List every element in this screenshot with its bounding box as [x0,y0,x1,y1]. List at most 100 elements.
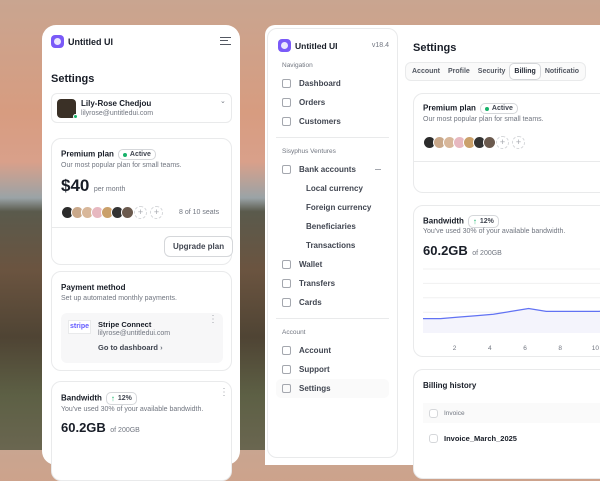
payment-desc: Set up automated monthly payments. [61,295,177,302]
sidebar-subitem-foreign-currency[interactable]: Foreign currency [306,203,372,212]
desktop-window: Untitled UI v18.4 Navigation Dashboard Ord… [265,25,600,479]
add-seat-button[interactable]: + [150,206,163,219]
sidebar-item-support[interactable]: Support [276,360,389,379]
status-badge: Active [479,103,518,114]
support-icon [282,365,291,374]
avatar-group: + + [423,136,525,149]
sidebar-subitem-beneficiaries[interactable]: Beneficiaries [306,222,356,231]
change-value: 12% [117,395,132,402]
arrow-up-icon: ↑ [472,217,477,226]
tab-account[interactable]: Account [412,68,440,75]
sidebar-item-settings[interactable]: Settings [276,379,389,398]
stripe-logo: stripe [68,320,91,334]
chevron-down-icon: ⌄ [220,98,226,105]
bank-accounts-icon [282,165,291,174]
version-label: v18.4 [371,42,389,49]
tab-profile[interactable]: Profile [448,68,470,75]
select-all-checkbox[interactable] [429,408,438,418]
plan-title: Premium plan [423,103,476,113]
x-tick-label: 4 [488,345,492,352]
brand: Untitled UI [51,35,113,48]
transfers-icon [282,279,291,288]
x-tick-label: 10 [592,345,600,352]
more-options-icon[interactable]: ⋮ [208,314,218,325]
plan-period: per month [93,186,126,193]
change-badge: ↑ 12% [105,392,137,405]
settings-icon [282,384,291,393]
add-seat-button[interactable]: + [134,206,147,219]
sidebar-item-label: Bank accounts [299,165,356,174]
sidebar-item-label: Customers [299,117,341,126]
billing-title: Billing history [423,381,477,390]
avatar-group: + + [61,206,163,219]
add-seat-button[interactable]: + [512,136,525,149]
sidebar-item-label: Transfers [299,279,336,288]
chart-line [423,307,600,320]
logo-icon [278,39,291,52]
sidebar-item-wallet[interactable]: Wallet [276,255,389,274]
tab-billing[interactable]: Billing [509,63,541,80]
plan-card: Premium plan Active Our most popular plan… [51,138,234,265]
change-badge: ↑ 12% [467,215,499,228]
payment-card: Payment method Set up automated monthly … [51,271,232,371]
sidebar-nav: Navigation Dashboard Orders Customers Sisyph… [276,62,389,398]
plan-title: Premium plan [61,149,114,159]
dashboard-icon [282,79,291,88]
menu-icon[interactable] [220,37,231,45]
arrow-up-icon: ↑ [110,394,115,403]
tab-bar: Account Profile Security Billing Notificatio [405,62,587,81]
nav-section-label: Navigation [282,62,313,69]
sidebar-item-orders[interactable]: Orders [276,93,389,112]
sidebar-item-label: Dashboard [299,79,341,88]
provider-email: lilyrose@untitledui.com [98,330,171,337]
sidebar-item-customers[interactable]: Customers [276,112,389,131]
account-icon [282,346,291,355]
tab-security[interactable]: Security [477,68,506,75]
row-checkbox[interactable] [429,434,438,443]
sidebar-subitem-transactions[interactable]: Transactions [306,241,356,250]
orders-icon [282,98,291,107]
tab-notificatio[interactable]: Notificatio [544,68,580,75]
go-to-dashboard-link[interactable]: Go to dashboard › [98,343,163,352]
upgrade-plan-button[interactable]: Upgrade plan [164,236,234,257]
table-header: Invoice [423,403,600,423]
sidebar-item-account[interactable]: Account [276,341,389,360]
avatar [121,206,134,219]
x-tick-label: 2 [453,345,457,352]
user-email: lilyrose@untitledui.com [81,110,154,117]
sidebar-brand: Untitled UI v18.4 [276,39,389,52]
sidebar-subitem-local-currency[interactable]: Local currency [306,184,363,193]
plan-desc: Our most popular plan for small teams. [61,162,182,169]
provider-name: Stripe Connect [98,320,152,329]
logo-icon [51,35,64,48]
page-title: Settings [51,73,95,85]
table-row[interactable]: Invoice_March_2025 [429,434,517,443]
collapse-icon[interactable] [375,169,381,170]
wallet-icon [282,260,291,269]
add-seat-button[interactable]: + [496,136,509,149]
bandwidth-title: Bandwidth [423,216,464,226]
plan-price: $40 [61,176,90,195]
nav-section-label: Account [282,329,306,336]
nav-section-label: Sisyphus Ventures [282,148,336,155]
avatar [57,99,76,118]
account-switcher[interactable]: Lily-Rose Chedjou lilyrose@untitledui.co… [51,93,232,123]
sidebar-item-cards[interactable]: Cards [276,293,389,312]
more-options-icon[interactable]: ⋮ [219,387,229,398]
bandwidth-used: 60.2GB [423,243,468,258]
sidebar-item-dashboard[interactable]: Dashboard [276,74,389,93]
bandwidth-title: Bandwidth [61,393,102,403]
sidebar-item-label: Wallet [299,260,323,269]
sidebar-item-label: Settings [299,384,331,393]
change-value: 12% [479,218,494,225]
divider [276,137,389,138]
sidebar-item-label: Support [299,365,330,374]
bandwidth-used: 60.2GB [61,420,106,435]
sidebar-item-label: Orders [299,98,326,107]
brand-name: Untitled UI [295,40,338,51]
go-to-dashboard-label[interactable]: Go to dashboard [98,343,158,352]
sidebar-item-bank-accounts[interactable]: Bank accounts [276,160,389,179]
sidebar: Untitled UI v18.4 Navigation Dashboard Ord… [267,28,398,458]
bandwidth-card: Bandwidth ↑ 12% ⋮ You've used 30% of your … [51,381,232,481]
sidebar-item-transfers[interactable]: Transfers [276,274,389,293]
